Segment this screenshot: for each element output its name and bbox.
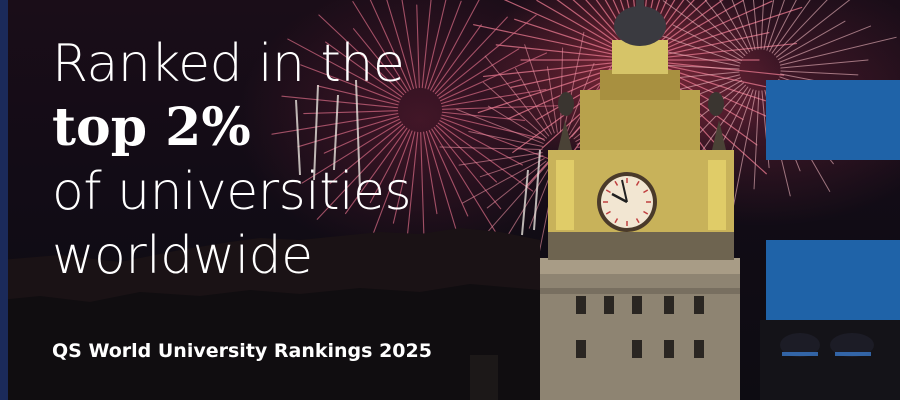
clock-tower [540,0,740,400]
headline: Ranked in the top 2% of universities wor… [52,32,532,288]
headline-line-1: Ranked in the [52,34,405,94]
accent-block-top [766,80,900,160]
ranking-source: QS World University Rankings 2025 [52,340,432,362]
headline-line-4: worldwide [52,226,313,286]
sparkle-streaks [295,79,541,236]
accent-block-bottom [766,240,900,320]
headline-emphasis: top 2% [52,97,251,158]
left-accent-stripe [0,0,8,400]
headline-line-3: of universities [52,162,412,222]
clock-face [597,172,657,232]
